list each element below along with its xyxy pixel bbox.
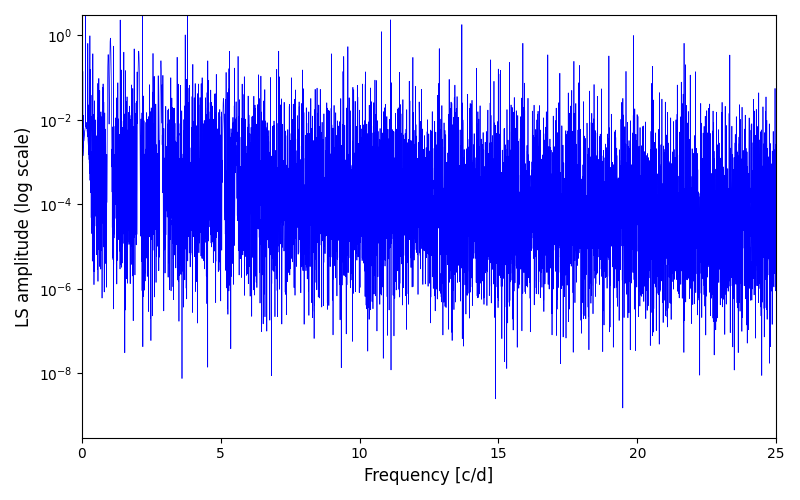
X-axis label: Frequency [c/d]: Frequency [c/d] [364,467,494,485]
Y-axis label: LS amplitude (log scale): LS amplitude (log scale) [15,126,33,326]
